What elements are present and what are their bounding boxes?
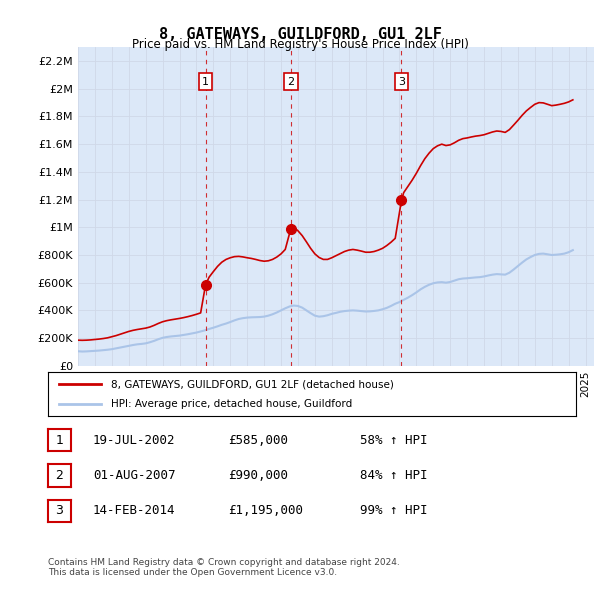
Text: 01-AUG-2007: 01-AUG-2007: [93, 469, 176, 482]
Text: 14-FEB-2014: 14-FEB-2014: [93, 504, 176, 517]
Text: £990,000: £990,000: [228, 469, 288, 482]
Text: £585,000: £585,000: [228, 434, 288, 447]
Text: Contains HM Land Registry data © Crown copyright and database right 2024.
This d: Contains HM Land Registry data © Crown c…: [48, 558, 400, 577]
Text: 2: 2: [55, 469, 64, 482]
Text: 84% ↑ HPI: 84% ↑ HPI: [360, 469, 427, 482]
Text: Price paid vs. HM Land Registry's House Price Index (HPI): Price paid vs. HM Land Registry's House …: [131, 38, 469, 51]
Text: 1: 1: [202, 77, 209, 87]
Text: 58% ↑ HPI: 58% ↑ HPI: [360, 434, 427, 447]
Text: 3: 3: [398, 77, 405, 87]
Text: 8, GATEWAYS, GUILDFORD, GU1 2LF (detached house): 8, GATEWAYS, GUILDFORD, GU1 2LF (detache…: [112, 379, 394, 389]
Text: 8, GATEWAYS, GUILDFORD, GU1 2LF: 8, GATEWAYS, GUILDFORD, GU1 2LF: [158, 27, 442, 41]
Text: 19-JUL-2002: 19-JUL-2002: [93, 434, 176, 447]
Text: 2: 2: [287, 77, 295, 87]
Text: 99% ↑ HPI: 99% ↑ HPI: [360, 504, 427, 517]
Text: £1,195,000: £1,195,000: [228, 504, 303, 517]
Text: 1: 1: [55, 434, 64, 447]
Text: HPI: Average price, detached house, Guildford: HPI: Average price, detached house, Guil…: [112, 399, 353, 408]
Text: 3: 3: [55, 504, 64, 517]
